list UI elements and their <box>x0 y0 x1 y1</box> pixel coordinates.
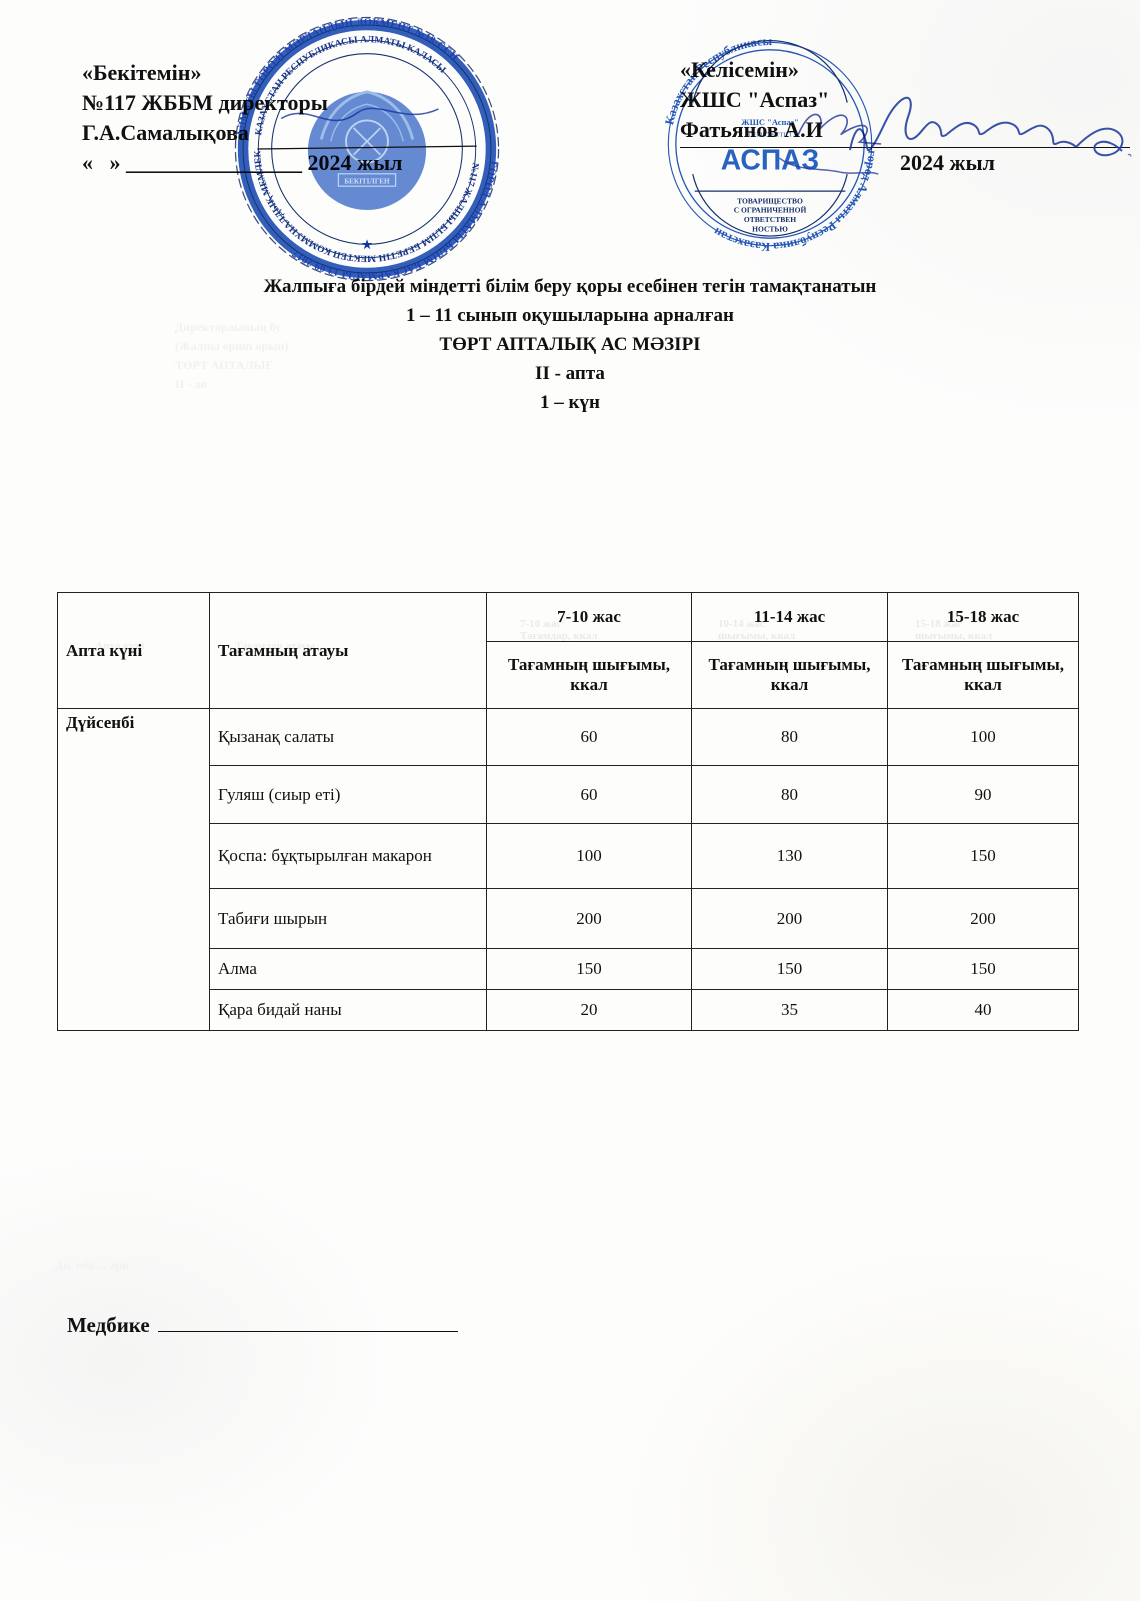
svg-text:★: ★ <box>361 237 373 252</box>
svg-text:АСПАЗ: АСПАЗ <box>721 143 820 175</box>
svg-text:С ОГРАНИЧЕННОЙ: С ОГРАНИЧЕННОЙ <box>734 206 807 215</box>
svg-text:ОТВЕТСТВЕН: ОТВЕТСТВЕН <box>744 215 796 224</box>
svg-text:Казахстан Республикасы: Казахстан Республикасы <box>662 34 773 126</box>
svg-text:СЕРІКТЕСТІГІ: СЕРІКТЕСТІГІ <box>748 131 791 138</box>
svg-text:ЖШС "Аспаз": ЖШС "Аспаз" <box>741 117 799 127</box>
svg-text:БЕКІТІЛГЕН: БЕКІТІЛГЕН <box>344 177 390 185</box>
svg-text:ТОВАРИЩЕСТВО: ТОВАРИЩЕСТВО <box>737 196 803 205</box>
svg-text:НОСТЬЮ: НОСТЬЮ <box>752 225 788 234</box>
